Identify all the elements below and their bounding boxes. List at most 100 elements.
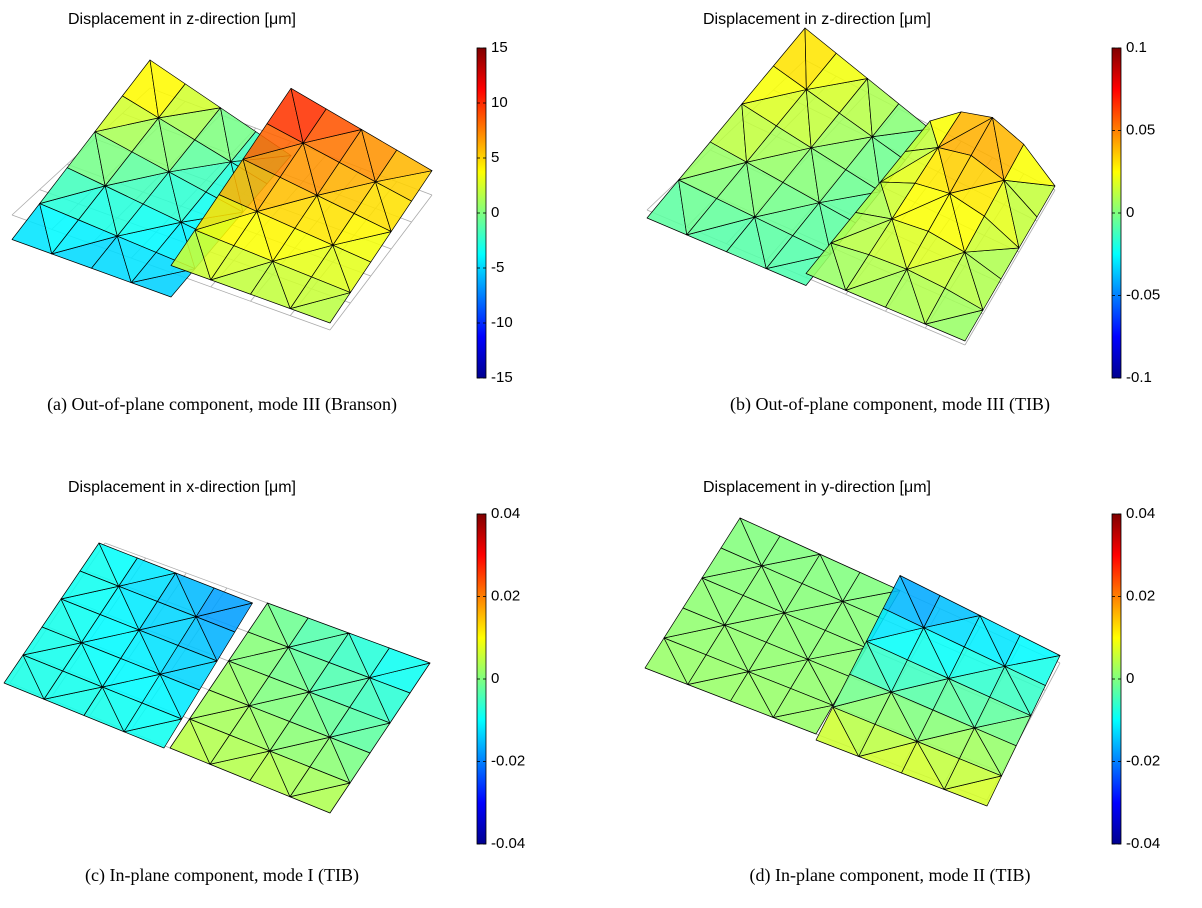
- colorbar-tick-label: -0.04: [491, 835, 525, 852]
- panel: Displacement in y-direction [μm] -0.04 -0.…: [644, 479, 1160, 886]
- colorbar-tick-label: 0.05: [1126, 121, 1155, 138]
- colorbar-tick-label: -15: [491, 369, 513, 386]
- mesh-element: [228, 631, 289, 662]
- mesh-element: [332, 244, 372, 293]
- mesh-element: [871, 103, 931, 138]
- mesh-element: [209, 734, 271, 765]
- mesh-element: [168, 139, 232, 173]
- mesh-element: [248, 676, 310, 707]
- colorbar-tick-label: 0: [1126, 204, 1134, 221]
- panel: Displacement in z-direction [μm] -0.1 -0.0…: [646, 11, 1160, 415]
- mesh-element: [195, 587, 253, 618]
- mesh-element: [724, 595, 785, 626]
- mesh-element: [22, 626, 82, 656]
- mesh-element: [375, 149, 433, 183]
- mesh-element: [104, 151, 170, 187]
- mesh-element: [974, 727, 1017, 777]
- mesh-element: [765, 235, 832, 269]
- mesh-element: [937, 111, 993, 148]
- mesh-element: [302, 108, 362, 144]
- colorbar-tick-label: 0: [491, 670, 499, 687]
- mesh-element: [923, 595, 981, 629]
- mesh-element: [906, 231, 965, 270]
- mesh-element: [289, 276, 351, 309]
- mesh-element: [269, 721, 331, 752]
- mesh-element: [818, 169, 881, 204]
- colorbar-tick-label: -0.02: [491, 752, 525, 769]
- mesh-element: [60, 570, 120, 600]
- mesh-element: [974, 696, 1032, 729]
- panel-caption: (a) Out-of-plane component, mode III (Br…: [47, 394, 397, 415]
- mesh: [11, 59, 433, 331]
- mesh-element: [949, 155, 1005, 194]
- colorbar-tick-label: 0: [491, 204, 499, 221]
- mesh-element: [316, 162, 376, 196]
- mesh-element: [806, 52, 868, 90]
- mesh-element: [51, 219, 118, 255]
- colorbar-tick-label: 0.04: [491, 505, 520, 522]
- mesh-element: [369, 677, 411, 724]
- mesh-element: [158, 83, 221, 119]
- mesh-element: [783, 583, 843, 614]
- mesh-element: [687, 654, 749, 685]
- mesh-element: [123, 702, 183, 733]
- mesh-element: [858, 723, 918, 757]
- mesh-element: [916, 709, 975, 742]
- mesh-element: [772, 688, 834, 718]
- mesh-element: [663, 607, 726, 639]
- mesh-element: [1003, 143, 1056, 187]
- mesh-element: [924, 287, 984, 325]
- mesh-element: [80, 614, 140, 644]
- panel-title: Displacement in y-direction [μm]: [703, 479, 931, 496]
- colorbar-tick-label: 0.02: [1126, 587, 1155, 604]
- mesh-element: [678, 141, 747, 181]
- mesh-element: [116, 203, 182, 237]
- panel-caption: (d) In-plane component, mode II (TIB): [750, 865, 1031, 886]
- panel: Displacement in z-direction [μm] -15 -10 -5…: [11, 11, 513, 415]
- mesh-element: [943, 758, 1002, 790]
- mesh-element: [964, 215, 1020, 253]
- reference-wire: [329, 194, 433, 331]
- mesh-element: [138, 601, 197, 631]
- mesh-element: [332, 213, 392, 246]
- mesh-element: [741, 65, 807, 105]
- colorbar-tick-label: 0.04: [1126, 505, 1155, 522]
- colorbar-tick-label: -10: [491, 314, 513, 331]
- colorbar-tick-label: -0.1: [1126, 369, 1152, 386]
- mesh-element: [891, 182, 951, 220]
- mesh-element: [830, 212, 893, 244]
- mesh-element: [101, 658, 161, 688]
- colorbar-tick-label: -0.04: [1126, 835, 1160, 852]
- mesh-element: [810, 112, 873, 149]
- colorbar-tick-label: -5: [491, 259, 504, 276]
- panel-title: Displacement in x-direction [μm]: [68, 479, 296, 496]
- mesh-element: [964, 251, 1002, 311]
- mesh-element: [272, 227, 334, 262]
- mesh-element: [256, 176, 318, 212]
- mesh-element: [289, 766, 351, 798]
- mesh-element: [1004, 665, 1046, 717]
- mesh-element: [159, 645, 218, 675]
- mesh-element: [118, 557, 177, 587]
- panel-caption: (b) Out-of-plane component, mode III (TI…: [730, 394, 1050, 415]
- mesh-element: [686, 198, 756, 236]
- panel-title: Displacement in z-direction [μm]: [68, 11, 296, 28]
- colorbar-tick-label: -0.05: [1126, 286, 1160, 303]
- mesh: [3, 542, 431, 814]
- colorbar-tick-label: 15: [491, 39, 508, 56]
- mesh-element: [761, 535, 821, 567]
- mesh-element: [842, 572, 901, 602]
- mesh-element: [832, 673, 892, 708]
- mesh-element: [746, 125, 812, 163]
- colorbar-tick-label: -0.02: [1126, 752, 1160, 769]
- mesh-element: [754, 182, 820, 218]
- panel-caption: (c) In-plane component, mode I (TIB): [85, 865, 359, 886]
- colorbar-tick-label: 5: [491, 149, 499, 166]
- mesh-element: [748, 641, 809, 672]
- mesh-element: [701, 547, 762, 579]
- mesh: [646, 27, 1056, 346]
- mesh-element: [845, 254, 908, 291]
- mesh-element: [189, 689, 250, 720]
- mesh-element: [807, 630, 867, 660]
